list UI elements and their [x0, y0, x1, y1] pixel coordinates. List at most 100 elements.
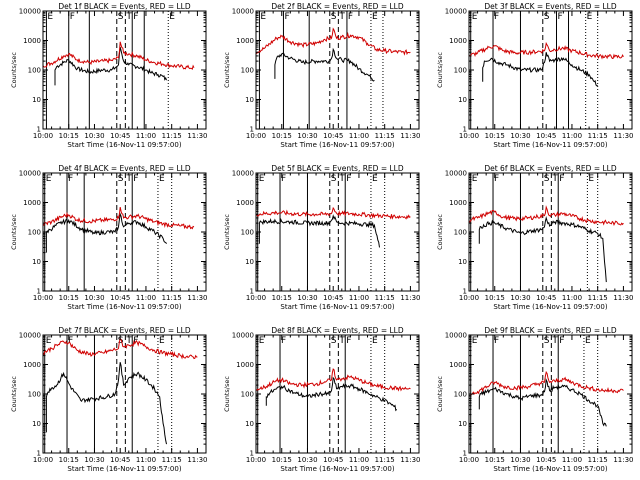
y-tick-label: 1	[250, 450, 254, 458]
chart-title: Det 9f BLACK = Events, RED = LLD	[484, 326, 617, 335]
marker-label: T	[125, 336, 132, 346]
marker-label: S	[544, 174, 550, 184]
x-tick-label: 11:15	[588, 294, 608, 302]
y-tick-label: 10	[32, 96, 41, 104]
marker-label: T	[338, 12, 345, 22]
x-axis-label: Start Time (16-Nov-11 09:57:00)	[493, 141, 607, 149]
x-tick-label: 10:15	[272, 456, 292, 464]
marker-label: S	[544, 12, 550, 22]
marker-label: E	[46, 174, 52, 184]
marker-label: F	[346, 336, 351, 346]
marker-label: F	[559, 174, 564, 184]
x-tick-label: 11:00	[349, 132, 369, 140]
x-tick-label: 10:00	[459, 456, 479, 464]
y-tick-label: 10	[245, 420, 254, 428]
x-axis-label: Start Time (16-Nov-11 09:57:00)	[280, 303, 394, 311]
y-axis-label: Counts/sec	[10, 376, 18, 412]
y-tick-label: 100	[241, 67, 254, 75]
x-tick-label: 11:15	[162, 294, 182, 302]
x-tick-label: 10:45	[323, 456, 343, 464]
y-axis-label: Counts/sec	[436, 376, 444, 412]
marker-label: T	[125, 12, 132, 22]
marker-label: E	[260, 12, 266, 22]
marker-label: E	[372, 174, 378, 184]
x-tick-label: 11:30	[400, 132, 420, 140]
y-axis-label: Counts/sec	[223, 52, 231, 88]
y-tick-label: 100	[28, 67, 41, 75]
marker-label: F	[284, 12, 289, 22]
marker-label: F	[494, 336, 499, 346]
y-tick-label: 10000	[232, 8, 254, 16]
y-tick-label: 100	[28, 229, 41, 237]
x-tick-label: 10:00	[33, 294, 53, 302]
x-tick-label: 10:00	[246, 294, 266, 302]
x-tick-label: 11:30	[613, 294, 633, 302]
marker-label: T	[551, 174, 558, 184]
marker-label: S	[544, 336, 550, 346]
marker-label: E	[372, 336, 378, 346]
marker-label: E	[472, 174, 478, 184]
chart-title: Det 4f BLACK = Events, RED = LLD	[58, 164, 191, 173]
x-tick-label: 11:15	[375, 132, 395, 140]
marker-label: F	[133, 12, 138, 22]
x-tick-label: 10:30	[297, 294, 317, 302]
marker-label: F	[70, 12, 75, 22]
marker-label: T	[551, 336, 558, 346]
y-tick-label: 1000	[236, 361, 254, 369]
marker-label: F	[281, 174, 286, 184]
marker-label: F	[559, 336, 564, 346]
marker-label: E	[472, 12, 478, 22]
marker-label: T	[338, 336, 345, 346]
marker-label: S	[331, 174, 337, 184]
series-events-line	[265, 376, 398, 412]
y-tick-label: 10000	[445, 170, 467, 178]
chart-title: Det 3f BLACK = Events, RED = LLD	[484, 2, 617, 11]
y-tick-label: 100	[28, 391, 41, 399]
y-tick-label: 10000	[19, 170, 41, 178]
series-lld-line	[42, 41, 195, 70]
plot-frame	[255, 10, 420, 130]
marker-label: S	[331, 336, 337, 346]
x-tick-label: 10:15	[485, 456, 505, 464]
x-tick-label: 10:15	[485, 294, 505, 302]
x-tick-label: 10:30	[297, 456, 317, 464]
x-tick-label: 10:45	[323, 294, 343, 302]
x-axis-label: Start Time (16-Nov-11 09:57:00)	[280, 141, 394, 149]
x-tick-label: 11:00	[349, 294, 369, 302]
y-tick-label: 1000	[23, 361, 41, 369]
x-tick-label: 10:30	[510, 456, 530, 464]
marker-label: F	[133, 174, 138, 184]
y-axis-label: Counts/sec	[223, 214, 231, 250]
x-tick-label: 10:30	[84, 132, 104, 140]
x-tick-label: 11:00	[136, 456, 156, 464]
marker-label: E	[169, 12, 175, 22]
x-tick-label: 10:30	[84, 294, 104, 302]
marker-label: E	[47, 12, 53, 22]
marker-label: F	[494, 174, 499, 184]
y-tick-label: 1	[37, 450, 41, 458]
marker-label: S	[331, 12, 337, 22]
y-tick-label: 10000	[445, 8, 467, 16]
series-lld-line	[42, 206, 195, 230]
y-axis-label: Counts/sec	[223, 376, 231, 412]
x-tick-label: 10:15	[59, 132, 79, 140]
series-lld-line	[255, 206, 411, 220]
x-tick-label: 11:00	[136, 132, 156, 140]
x-axis-label: Start Time (16-Nov-11 09:57:00)	[67, 303, 181, 311]
y-tick-label: 10000	[232, 170, 254, 178]
y-tick-label: 100	[454, 229, 467, 237]
x-tick-label: 10:00	[33, 456, 53, 464]
x-tick-label: 10:15	[485, 132, 505, 140]
y-tick-label: 1000	[449, 361, 467, 369]
y-tick-label: 10000	[445, 332, 467, 340]
x-tick-label: 10:45	[110, 294, 130, 302]
y-tick-label: 1000	[449, 37, 467, 45]
series-events-line	[258, 214, 380, 248]
x-tick-label: 10:15	[59, 456, 79, 464]
x-tick-label: 10:00	[459, 294, 479, 302]
x-tick-label: 11:00	[136, 294, 156, 302]
x-tick-label: 10:15	[59, 294, 79, 302]
y-tick-label: 100	[454, 67, 467, 75]
